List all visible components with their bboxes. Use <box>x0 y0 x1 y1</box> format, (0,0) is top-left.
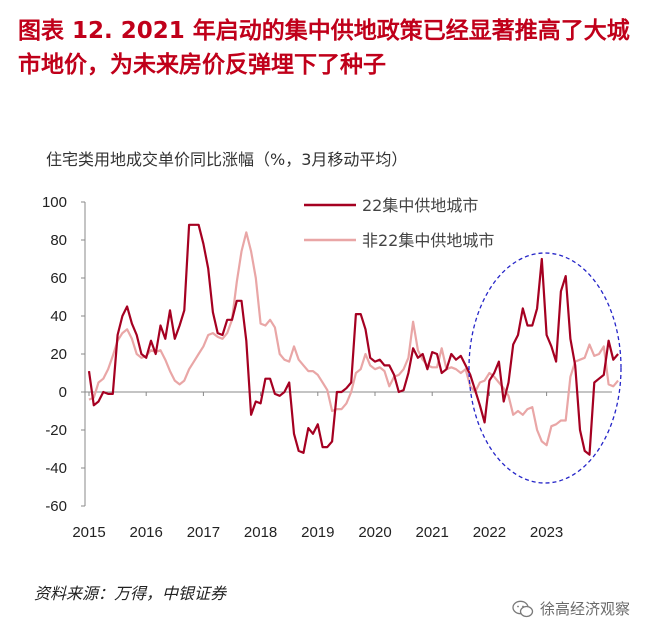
x-tick-label: 2015 <box>72 524 105 541</box>
y-tick-label: -60 <box>45 498 67 515</box>
x-tick-labels: 2015 2016 2017 2018 2019 2020 2021 2022 2023 <box>72 524 563 541</box>
x-tick-label: 2016 <box>130 524 163 541</box>
x-tick-label: 2022 <box>473 524 506 541</box>
y-tick-label: 0 <box>59 384 67 401</box>
x-tick-label: 2019 <box>301 524 334 541</box>
x-tick-label: 2017 <box>187 524 220 541</box>
series-line-non-concentrated-supply <box>88 231 619 447</box>
y-tick-label: -20 <box>45 422 67 439</box>
watermark: 徐高经济观察 <box>512 598 630 619</box>
x-tick-label: 2023 <box>530 524 563 541</box>
y-tick-label: 80 <box>50 232 67 249</box>
y-tick-label: 40 <box>50 308 67 325</box>
legend-label: 非22集中供地城市 <box>362 231 494 250</box>
x-tick-label: 2020 <box>358 524 391 541</box>
highlight-ellipse <box>468 252 622 484</box>
series-line-concentrated-supply <box>87 223 619 456</box>
chart-subtitle: 住宅类用地成交单价同比涨幅（%，3月移动平均） <box>46 150 408 169</box>
y-tick-label: 60 <box>50 270 67 287</box>
source-note: 资料来源：万得，中银证券 <box>34 584 227 603</box>
legend-label: 22集中供地城市 <box>362 196 478 215</box>
x-tick-label: 2018 <box>244 524 277 541</box>
wechat-icon <box>512 600 534 617</box>
y-tick-labels: 100 80 60 40 20 0 -20 -40 -60 <box>42 194 67 515</box>
y-tick-label: 100 <box>42 194 67 211</box>
y-tick-label: 20 <box>50 346 67 363</box>
chart-title: 图表 12. 2021 年启动的集中供地政策已经显著推高了大城市地价，为未来房价… <box>18 18 630 78</box>
axes <box>81 201 612 507</box>
watermark-text: 徐高经济观察 <box>539 600 630 618</box>
x-tick-label: 2021 <box>416 524 449 541</box>
y-tick-label: -40 <box>45 460 67 477</box>
series-lines <box>87 223 619 456</box>
